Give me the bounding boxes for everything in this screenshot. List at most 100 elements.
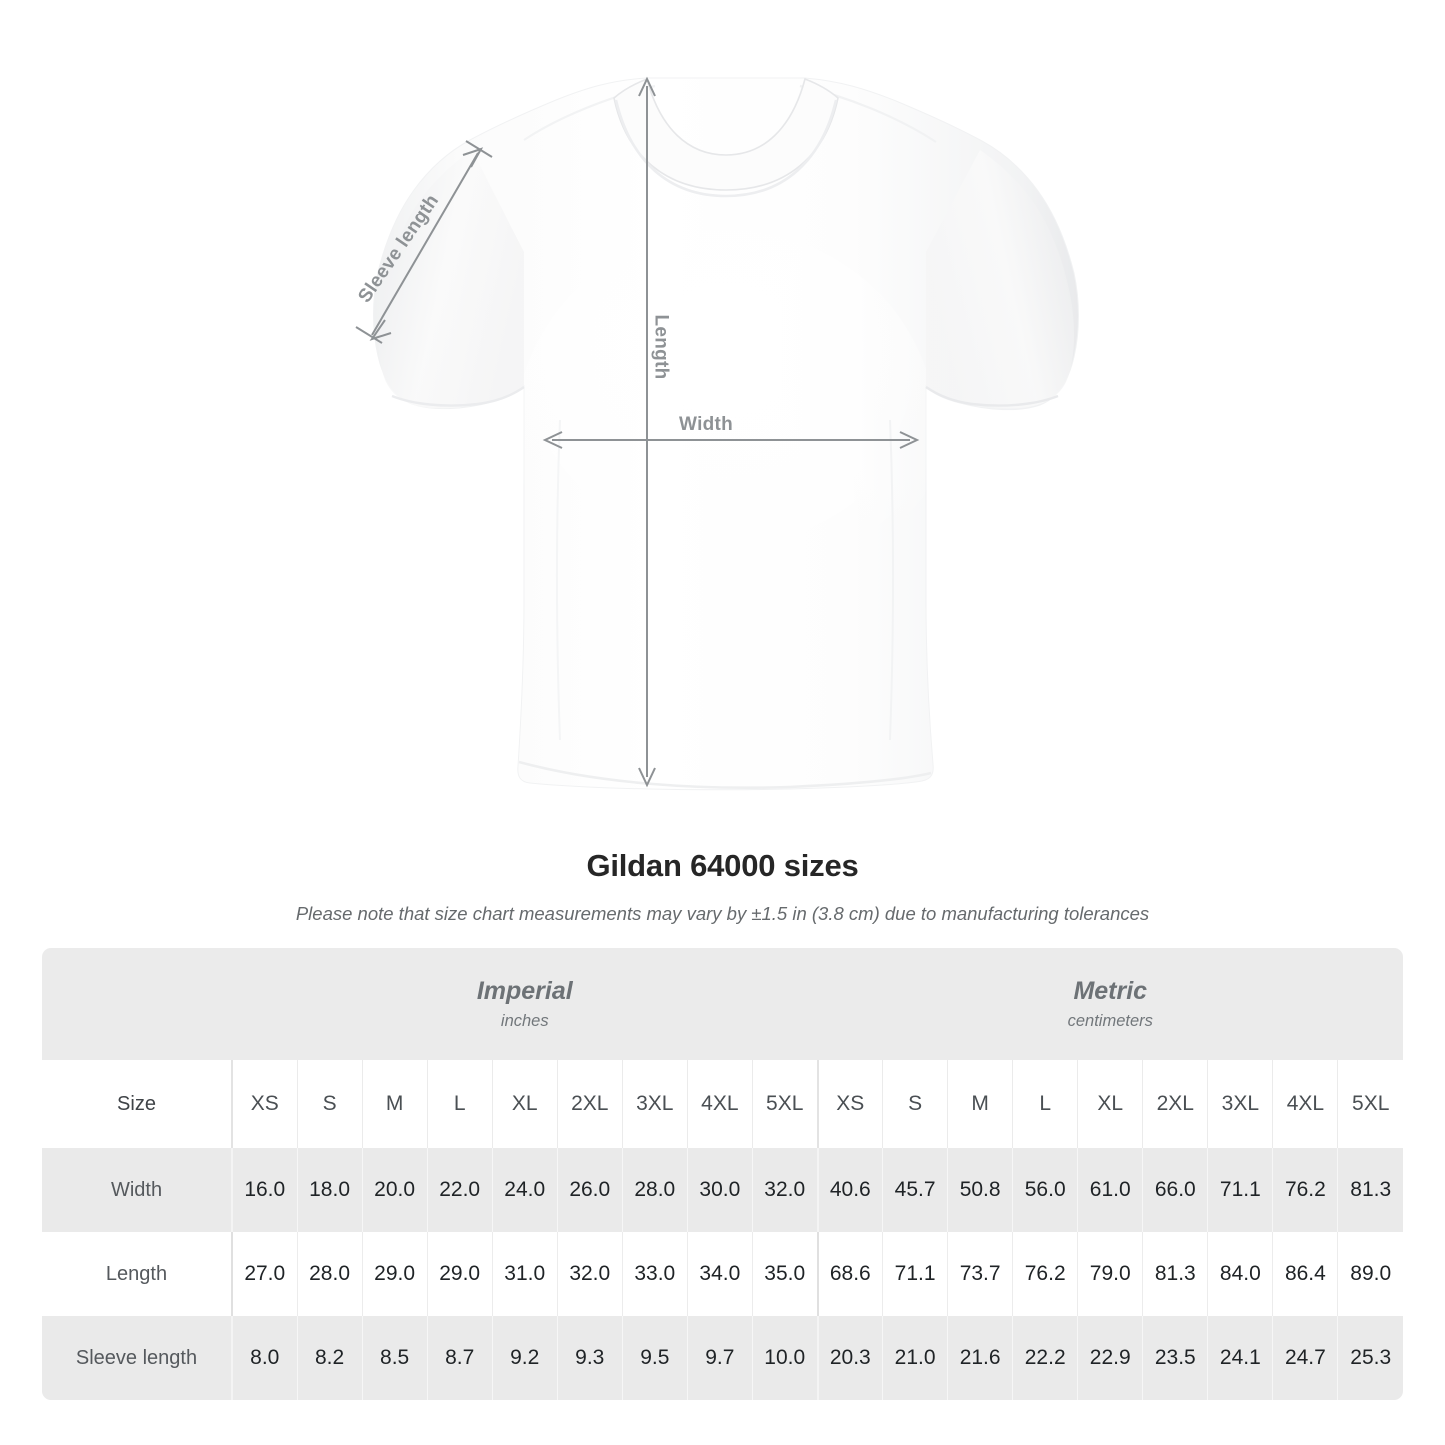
row-label-width: Width: [42, 1148, 232, 1232]
cell-width-imp-l: 22.0: [426, 1148, 493, 1232]
table-row-length: Length 27.0 28.0 29.0 29.0 31.0 32.0 33.…: [42, 1232, 1404, 1316]
size-header-met-xs: XS: [816, 1060, 883, 1148]
cell-length-imp-4xl: 34.0: [686, 1232, 753, 1316]
tshirt-illustration: [355, 76, 1079, 791]
size-header-imp-3xl: 3XL: [621, 1060, 688, 1148]
unit-banner-metric: Metric centimeters: [817, 948, 1404, 1060]
cell-width-met-l: 56.0: [1012, 1148, 1078, 1232]
tshirt-diagram: Sleeve length Length Width: [354, 76, 1079, 791]
cell-width-met-m: 50.8: [947, 1148, 1013, 1232]
size-header-met-s: S: [882, 1060, 948, 1148]
fold-line-2: [889, 419, 894, 741]
bottom-hem-stitch: [518, 760, 932, 790]
table-row-sleeve-length: Sleeve length 8.0 8.2 8.5 8.7 9.2 9.3 9.…: [42, 1316, 1404, 1400]
size-header-imp-5xl: 5XL: [751, 1060, 818, 1148]
cell-sleeve-imp-4xl: 9.7: [686, 1316, 753, 1400]
right-sleeve-hem: [925, 386, 1059, 407]
heading-block: Gildan 64000 sizes Please note that size…: [0, 848, 1445, 925]
cell-length-met-s: 71.1: [882, 1232, 948, 1316]
cell-length-met-3xl: 84.0: [1207, 1232, 1273, 1316]
cell-length-met-2xl: 81.3: [1142, 1232, 1208, 1316]
cell-length-imp-l: 29.0: [426, 1232, 493, 1316]
size-header-imp-4xl: 4XL: [686, 1060, 753, 1148]
chest-highlight: [516, 230, 936, 630]
cell-width-imp-2xl: 26.0: [556, 1148, 623, 1232]
cell-sleeve-met-l: 22.2: [1012, 1316, 1078, 1400]
cell-length-imp-2xl: 32.0: [556, 1232, 623, 1316]
size-header-label: Size: [42, 1060, 232, 1148]
cell-width-imp-m: 20.0: [361, 1148, 428, 1232]
cell-width-met-xs: 40.6: [816, 1148, 883, 1232]
sleeve-cap-upper: [465, 140, 493, 158]
cell-sleeve-met-5xl: 25.3: [1337, 1316, 1404, 1400]
cell-sleeve-imp-xs: 8.0: [230, 1316, 298, 1400]
cell-length-imp-5xl: 35.0: [751, 1232, 818, 1316]
cell-width-met-s: 45.7: [882, 1148, 948, 1232]
cell-sleeve-met-m: 21.6: [947, 1316, 1013, 1400]
cell-length-imp-xs: 27.0: [230, 1232, 298, 1316]
cell-sleeve-met-2xl: 23.5: [1142, 1316, 1208, 1400]
length-arrow-head-top: [638, 76, 656, 97]
shirt-body-group: [373, 77, 1079, 791]
size-header-met-m: M: [947, 1060, 1013, 1148]
length-label: Length: [650, 314, 672, 380]
cell-width-met-5xl: 81.3: [1337, 1148, 1404, 1232]
size-header-imp-2xl: 2XL: [556, 1060, 623, 1148]
cell-sleeve-imp-l: 8.7: [426, 1316, 493, 1400]
cell-sleeve-met-s: 21.0: [882, 1316, 948, 1400]
unit-sub-imperial: inches: [500, 1011, 549, 1030]
size-header-met-l: L: [1012, 1060, 1078, 1148]
cell-length-imp-xl: 31.0: [491, 1232, 558, 1316]
cell-width-imp-xl: 24.0: [491, 1148, 558, 1232]
size-header-met-2xl: 2XL: [1142, 1060, 1208, 1148]
cell-width-imp-5xl: 32.0: [751, 1148, 818, 1232]
cell-sleeve-imp-s: 8.2: [296, 1316, 363, 1400]
row-label-sleeve-length: Sleeve length: [42, 1316, 232, 1400]
size-header-imp-xl: XL: [491, 1060, 558, 1148]
collar-outer-stitch: [614, 99, 838, 198]
cell-sleeve-imp-2xl: 9.3: [556, 1316, 623, 1400]
cell-length-imp-s: 28.0: [296, 1232, 363, 1316]
size-header-met-5xl: 5XL: [1337, 1060, 1404, 1148]
page-title: Gildan 64000 sizes: [586, 848, 859, 883]
cell-sleeve-met-xl: 22.9: [1077, 1316, 1143, 1400]
unit-banner-imperial: Imperial inches: [232, 948, 818, 1060]
sleeve-arrow-head-upper: [462, 147, 484, 168]
cell-width-met-4xl: 76.2: [1272, 1148, 1338, 1232]
cell-width-met-2xl: 66.0: [1142, 1148, 1208, 1232]
size-chart-table: Imperial inches Metric centimeters Size …: [42, 948, 1404, 1400]
size-header-met-4xl: 4XL: [1272, 1060, 1338, 1148]
unit-banner-row: Imperial inches Metric centimeters: [42, 948, 1404, 1060]
unit-name-metric: Metric: [1073, 977, 1148, 1006]
width-arrow-head-right: [899, 431, 920, 449]
right-sleeve-shade: [926, 150, 1074, 409]
size-chart-container: Imperial inches Metric centimeters Size …: [42, 948, 1404, 1400]
tolerance-note: Please note that size chart measurements…: [295, 903, 1150, 924]
cell-sleeve-met-4xl: 24.7: [1272, 1316, 1338, 1400]
sleeve-arrow-line: [371, 152, 479, 336]
size-header-imp-xs: XS: [230, 1060, 298, 1148]
left-sleeve-shade: [378, 150, 524, 409]
length-arrow-head-bottom: [638, 767, 656, 788]
cell-sleeve-met-3xl: 24.1: [1207, 1316, 1273, 1400]
sleeve-cap-lower: [355, 326, 383, 344]
cell-width-imp-xs: 16.0: [230, 1148, 298, 1232]
measurement-annotations: [355, 76, 920, 788]
cell-width-imp-s: 18.0: [296, 1148, 363, 1232]
unit-name-imperial: Imperial: [476, 977, 573, 1006]
cell-length-met-4xl: 86.4: [1272, 1232, 1338, 1316]
left-sleeve-hem: [391, 386, 525, 407]
fold-line-1: [556, 419, 561, 741]
cell-length-imp-m: 29.0: [361, 1232, 428, 1316]
width-arrow-head-left: [542, 431, 563, 449]
size-header-imp-l: L: [426, 1060, 493, 1148]
cell-sleeve-imp-3xl: 9.5: [621, 1316, 688, 1400]
cell-sleeve-imp-xl: 9.2: [491, 1316, 558, 1400]
table-row-width: Width 16.0 18.0 20.0 22.0 24.0 26.0 28.0…: [42, 1148, 1404, 1232]
cell-sleeve-imp-5xl: 10.0: [751, 1316, 818, 1400]
size-header-imp-s: S: [296, 1060, 363, 1148]
cell-width-met-3xl: 71.1: [1207, 1148, 1273, 1232]
cell-length-met-5xl: 89.0: [1337, 1232, 1404, 1316]
cell-length-met-xl: 79.0: [1077, 1232, 1143, 1316]
cell-length-met-l: 76.2: [1012, 1232, 1078, 1316]
